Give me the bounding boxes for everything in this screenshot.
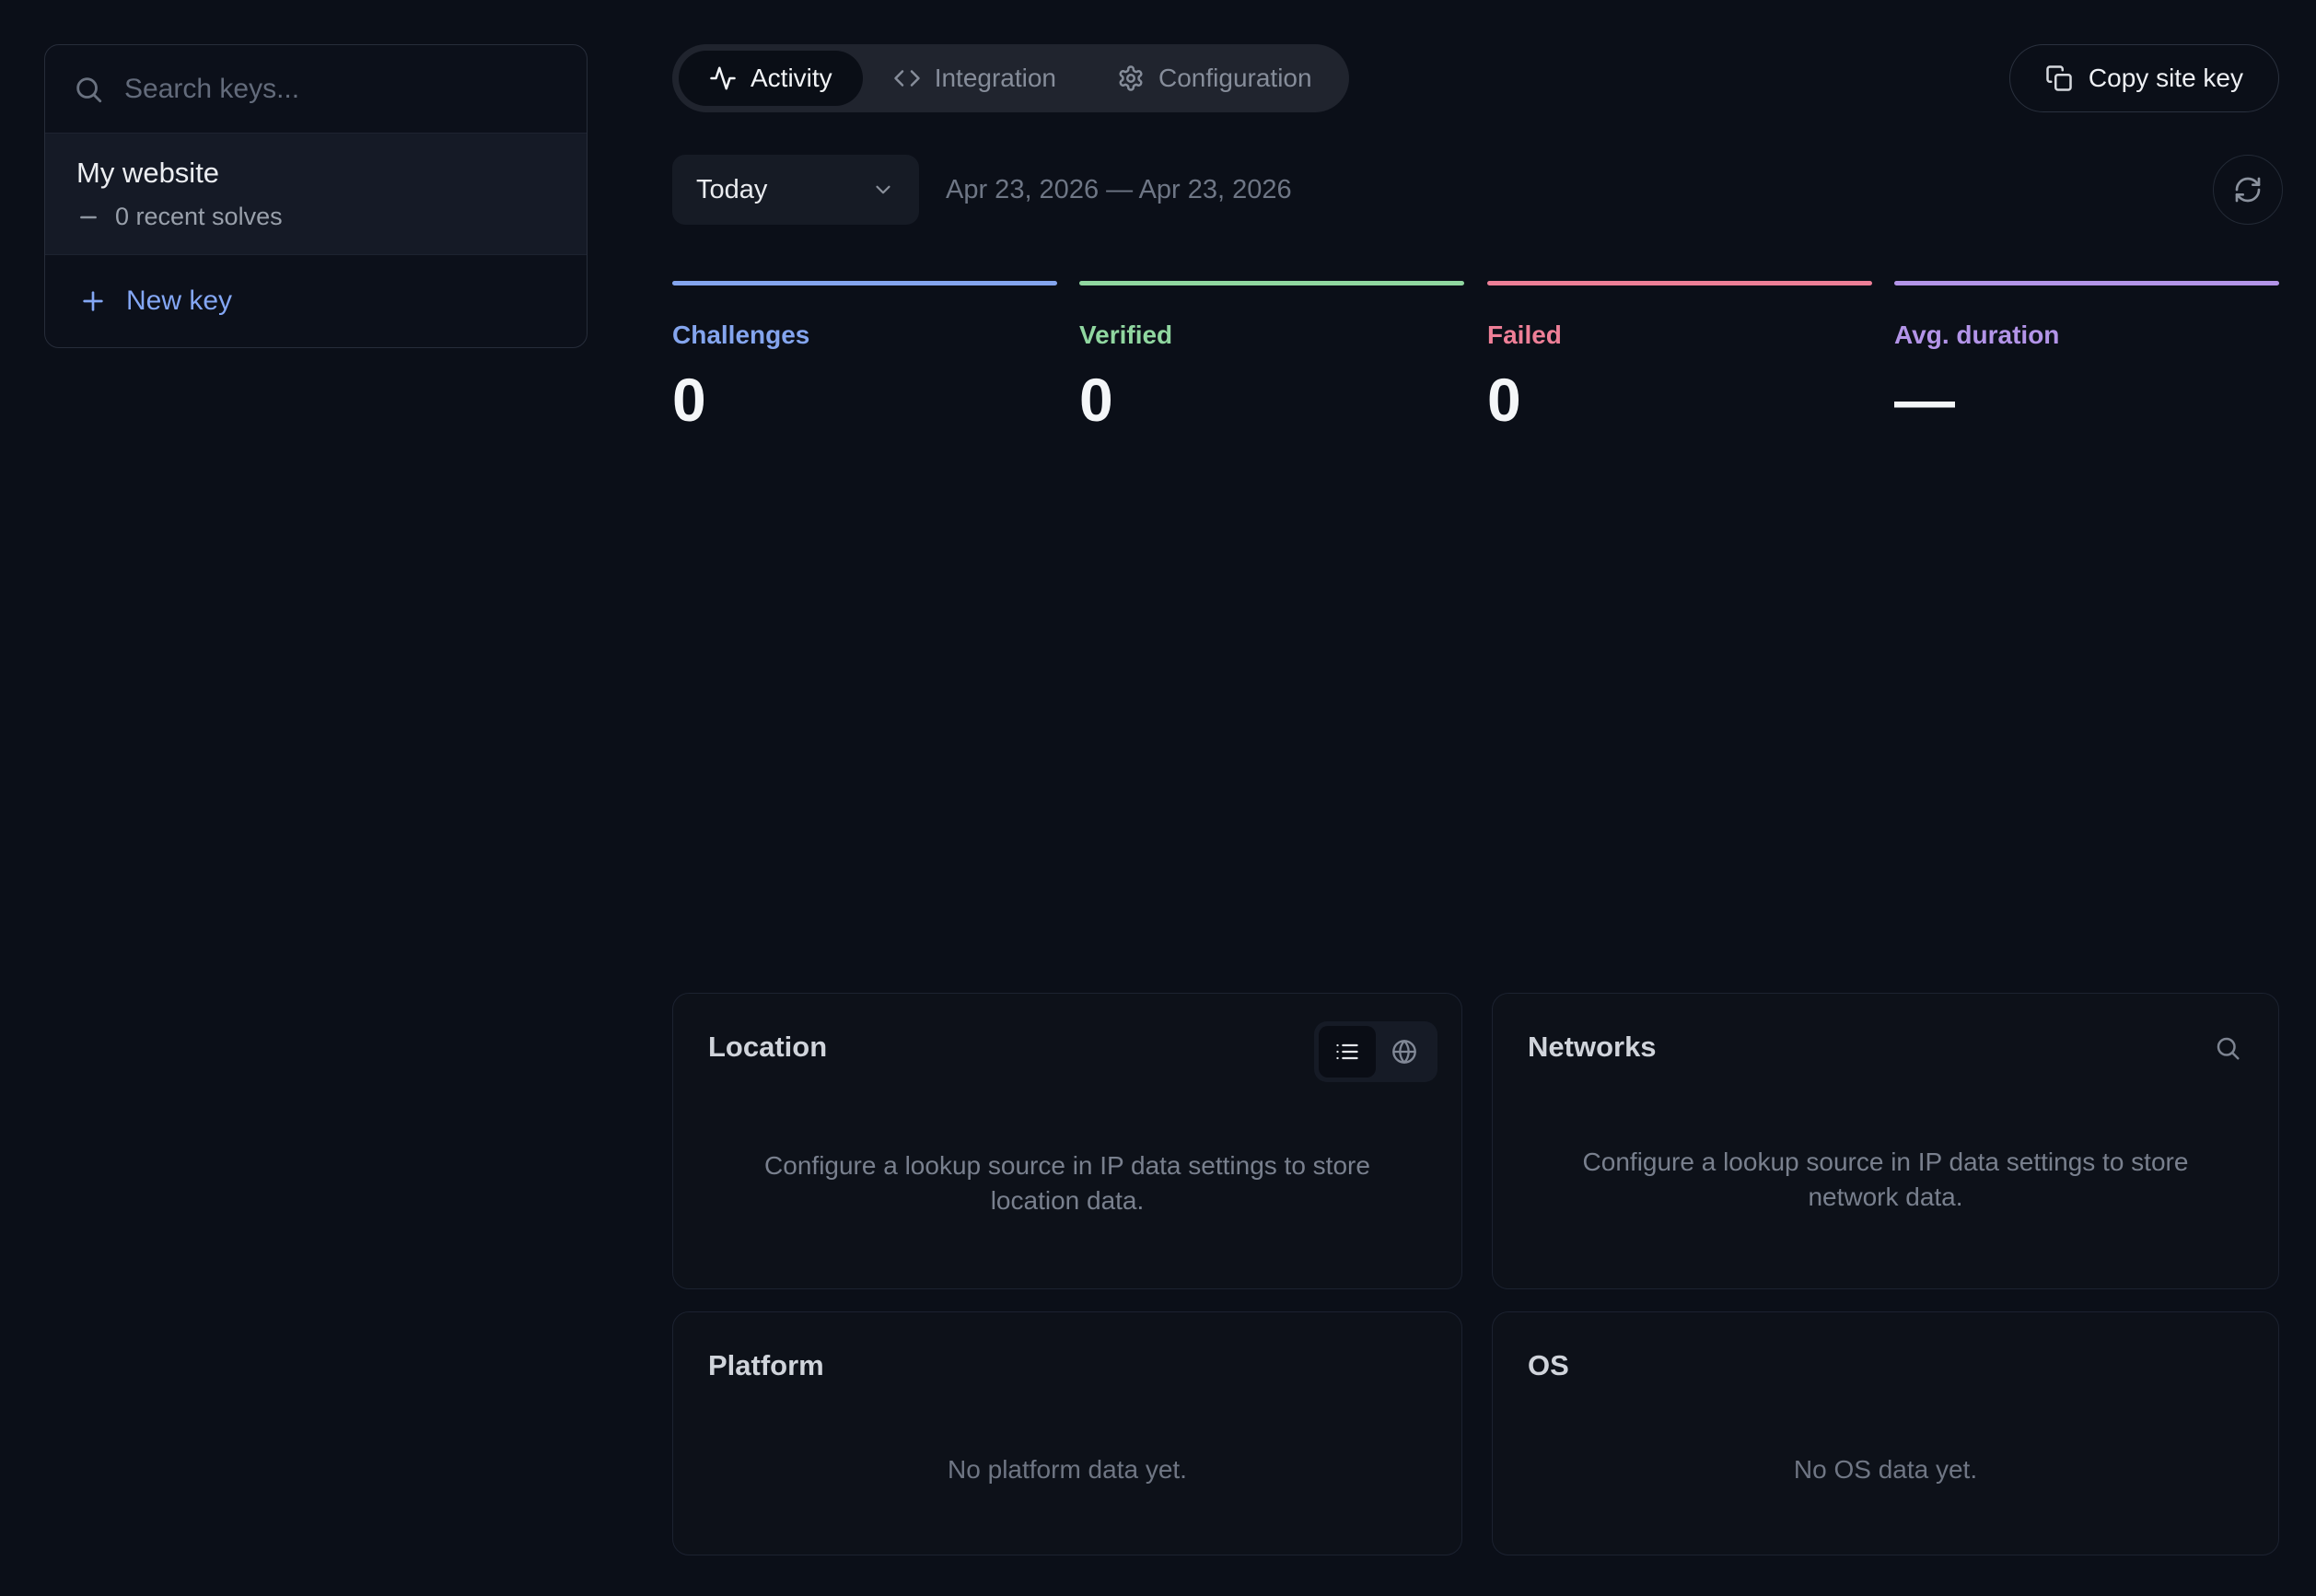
refresh-button[interactable] bbox=[2213, 155, 2283, 225]
stat-accent-line bbox=[1894, 281, 2279, 285]
search-keys-input[interactable]: Search keys... bbox=[124, 73, 300, 104]
globe-icon bbox=[1391, 1039, 1417, 1065]
os-empty-state: No OS data yet. bbox=[1793, 1455, 1978, 1484]
date-range-value: Today bbox=[696, 174, 768, 204]
refresh-icon bbox=[2233, 175, 2263, 204]
location-panel: Location Configure a lookup source in IP… bbox=[672, 993, 1462, 1289]
plus-icon bbox=[78, 286, 108, 316]
globe-view-button[interactable] bbox=[1376, 1026, 1433, 1078]
stat-card-failed: Failed 0 bbox=[1487, 281, 1872, 435]
tab-activity[interactable]: Activity bbox=[679, 51, 863, 106]
stat-accent-line bbox=[672, 281, 1057, 285]
search-keys-row[interactable]: Search keys... bbox=[45, 45, 587, 134]
search-icon bbox=[73, 74, 104, 105]
main-tabs: Activity Integration Configuration bbox=[672, 44, 1349, 112]
tab-activity-label: Activity bbox=[751, 64, 832, 92]
networks-panel: Networks Configure a lookup source in IP… bbox=[1492, 993, 2279, 1289]
chevron-down-icon bbox=[871, 178, 895, 202]
tab-configuration-label: Configuration bbox=[1158, 64, 1312, 92]
os-panel: OS No OS data yet. bbox=[1492, 1311, 2279, 1555]
tab-integration[interactable]: Integration bbox=[863, 51, 1087, 106]
networks-empty-state: Configure a lookup source in IP data set… bbox=[1582, 1147, 2189, 1211]
stat-card-challenges: Challenges 0 bbox=[672, 281, 1057, 435]
dash-icon bbox=[76, 205, 100, 229]
stat-value: — bbox=[1894, 366, 1956, 434]
location-empty-state: Configure a lookup source in IP data set… bbox=[764, 1151, 1370, 1215]
os-panel-title: OS bbox=[1528, 1349, 1569, 1381]
new-key-label: New key bbox=[126, 285, 233, 316]
gear-icon bbox=[1117, 64, 1145, 92]
copy-icon bbox=[2045, 64, 2073, 92]
stat-label: Avg. duration bbox=[1894, 320, 2060, 349]
copy-site-key-label: Copy site key bbox=[2088, 64, 2243, 92]
code-icon bbox=[893, 64, 921, 92]
location-panel-title: Location bbox=[708, 1031, 828, 1063]
copy-site-key-button[interactable]: Copy site key bbox=[2008, 44, 2279, 112]
stat-label: Verified bbox=[1079, 320, 1173, 349]
stat-accent-line bbox=[1079, 281, 1464, 285]
location-view-toggle bbox=[1314, 1021, 1437, 1082]
recent-solves-label: 0 recent solves bbox=[115, 203, 283, 230]
stat-card-avg-duration: Avg. duration — bbox=[1894, 281, 2279, 435]
platform-panel: Platform No platform data yet. bbox=[672, 1311, 1462, 1555]
networks-search-icon[interactable] bbox=[2214, 1034, 2241, 1062]
tab-integration-label: Integration bbox=[934, 64, 1057, 92]
stat-label: Failed bbox=[1487, 320, 1562, 349]
key-name: My website bbox=[76, 157, 220, 189]
date-range-text: Apr 23, 2026 — Apr 23, 2026 bbox=[946, 174, 1292, 204]
stat-card-verified: Verified 0 bbox=[1079, 281, 1464, 435]
key-recent-solves: 0 recent solves bbox=[76, 203, 555, 231]
key-item-my-website[interactable]: My website 0 recent solves bbox=[45, 134, 587, 255]
date-range-select[interactable]: Today bbox=[672, 155, 919, 225]
activity-icon bbox=[709, 64, 737, 92]
tab-configuration[interactable]: Configuration bbox=[1087, 51, 1343, 106]
networks-panel-title: Networks bbox=[1528, 1031, 1657, 1063]
list-view-button[interactable] bbox=[1319, 1026, 1376, 1078]
stat-value: 0 bbox=[672, 366, 707, 434]
stat-value: 0 bbox=[1487, 366, 1522, 434]
stat-accent-line bbox=[1487, 281, 1872, 285]
site-keys-panel: Search keys... My website 0 recent solve… bbox=[44, 44, 588, 348]
stat-value: 0 bbox=[1079, 366, 1114, 434]
platform-empty-state: No platform data yet. bbox=[948, 1455, 1187, 1484]
new-key-button[interactable]: New key bbox=[45, 255, 587, 347]
stat-label: Challenges bbox=[672, 320, 810, 349]
list-icon bbox=[1334, 1039, 1360, 1065]
platform-panel-title: Platform bbox=[708, 1349, 824, 1381]
